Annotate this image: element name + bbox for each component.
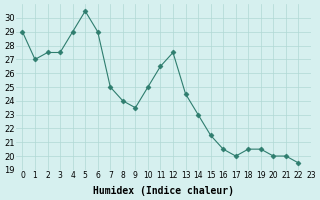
X-axis label: Humidex (Indice chaleur): Humidex (Indice chaleur) [93, 186, 234, 196]
